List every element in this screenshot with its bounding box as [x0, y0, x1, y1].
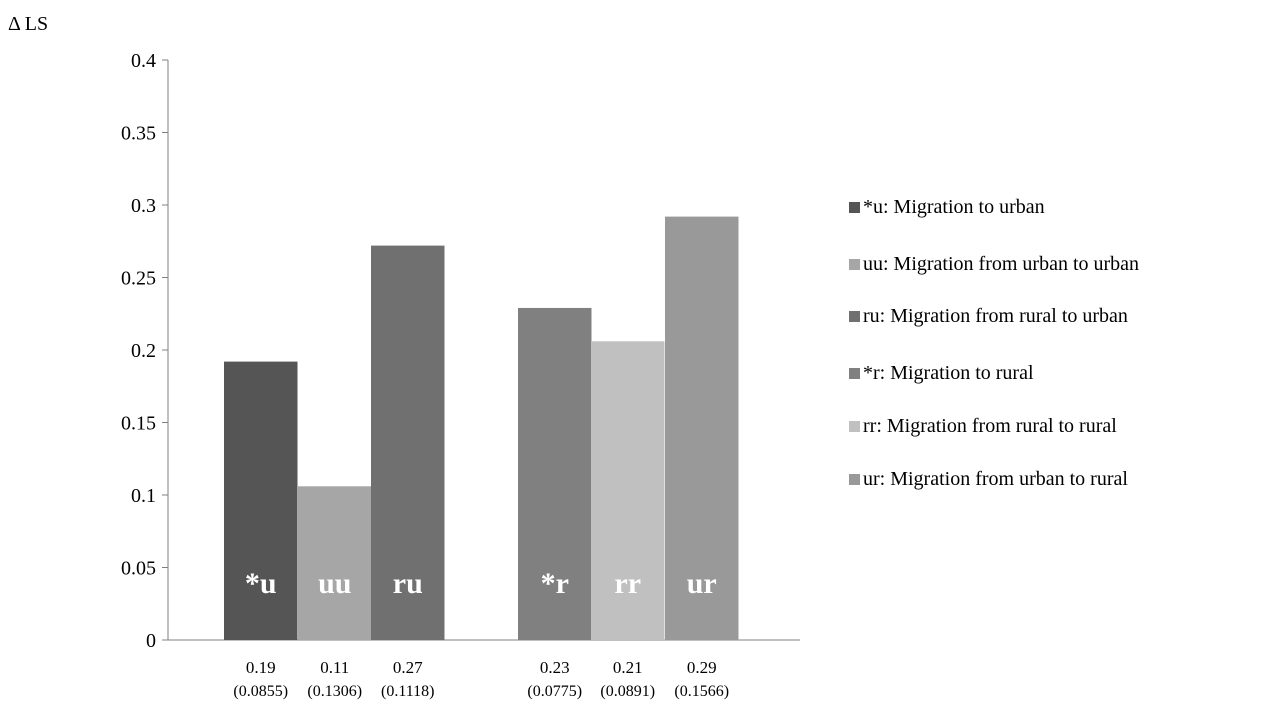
y-axis-title: Δ LS	[8, 13, 48, 35]
legend-label: *r: Migration to rural	[863, 362, 1034, 384]
bar-0	[224, 361, 298, 640]
legend-swatch	[849, 474, 860, 485]
bar-value-label: 0.29	[687, 658, 717, 677]
y-tick-label: 0.25	[121, 268, 156, 290]
x-axis-labels: 0.19 (0.0855) 0.11 (0.1306) 0.27 (0.1118) 0.23…	[233, 658, 729, 700]
bar-2	[371, 245, 445, 640]
legend-label: ru: Migration from rural to urban	[863, 305, 1128, 327]
y-tick-label: 0.05	[121, 558, 156, 580]
bar-5	[665, 216, 739, 640]
bar-se-label: (0.0891)	[600, 683, 655, 700]
bar-1	[298, 486, 372, 640]
legend-swatch	[849, 259, 860, 270]
legend-swatch	[849, 202, 860, 213]
y-axis: 0 0.05 0.1 0.15 0.2 0.25 0.3 0.35 0.4	[121, 50, 800, 652]
bar-se-label: (0.1566)	[674, 683, 729, 700]
legend-label: rr: Migration from rural to rural	[863, 415, 1117, 437]
legend-label: ur: Migration from urban to rural	[863, 468, 1128, 490]
bar-value-label: 0.11	[320, 658, 349, 677]
bar-inner-label: *u	[245, 567, 277, 600]
bar-value-label: 0.23	[540, 658, 570, 677]
bar-3	[518, 307, 592, 640]
bar-se-label: (0.1306)	[307, 683, 362, 700]
legend-swatch	[849, 368, 860, 379]
y-tick-label: 0.1	[131, 485, 156, 507]
y-tick-label: 0.4	[131, 50, 156, 72]
legend-swatch	[849, 311, 860, 322]
y-tick-label: 0.2	[131, 340, 156, 362]
legend-label: *u: Migration to urban	[863, 196, 1045, 218]
bar-inner-label: ru	[393, 567, 423, 600]
bar-se-label: (0.0775)	[527, 683, 582, 700]
bar-inner-label: ur	[687, 567, 717, 600]
bar-se-label: (0.1118)	[381, 683, 434, 700]
bars-group: *u uu ru *r rr ur	[224, 216, 739, 640]
y-tick-label: 0	[146, 630, 156, 652]
y-tick-label: 0.35	[121, 123, 156, 145]
legend-swatch	[849, 421, 860, 432]
bar-value-label: 0.21	[613, 658, 643, 677]
bar-inner-label: uu	[318, 567, 351, 600]
legend-label: uu: Migration from urban to urban	[863, 253, 1139, 275]
bar-value-label: 0.27	[393, 658, 423, 677]
y-tick-label: 0.15	[121, 413, 156, 435]
legend: *u: Migration to urban uu: Migration from…	[849, 196, 1139, 490]
bar-4	[591, 341, 665, 640]
bar-value-label: 0.19	[246, 658, 276, 677]
bar-se-label: (0.0855)	[233, 683, 288, 700]
bar-inner-label: rr	[614, 567, 641, 600]
y-tick-label: 0.3	[131, 195, 156, 217]
bar-inner-label: *r	[541, 567, 569, 600]
